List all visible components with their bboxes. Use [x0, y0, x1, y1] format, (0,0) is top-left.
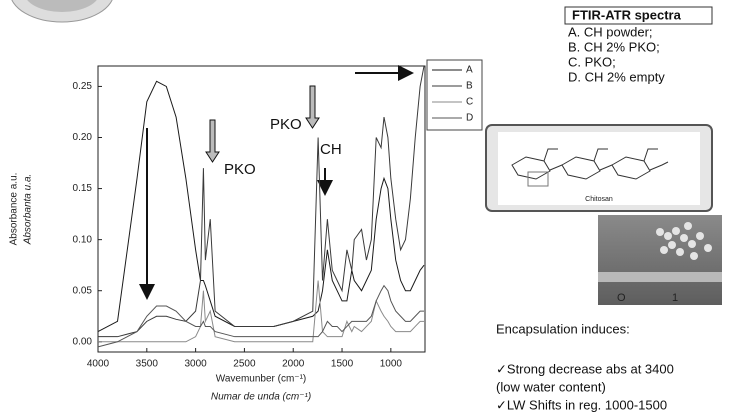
legend-label: C: [466, 97, 473, 108]
x-axis-title: Wavemunber (cm⁻¹): [216, 374, 306, 385]
panel-item: C. PKO;: [568, 54, 616, 69]
encapsulation-heading: Encapsulation induces:: [496, 321, 630, 336]
y-tick-label: 0.25: [73, 81, 93, 92]
panel-item: A. CH powder;: [568, 24, 653, 39]
panel-title: FTIR-ATR spectra: [572, 7, 682, 22]
annotation: PKO: [270, 116, 302, 133]
plot-frame: [97, 65, 426, 353]
x-tick-label: 4000: [87, 359, 110, 370]
photo: O 1: [598, 215, 722, 305]
photo-label: 1: [672, 292, 678, 304]
spectrum-line: [97, 80, 425, 333]
legend-label: B: [466, 81, 473, 92]
panel-title-box: [564, 6, 713, 25]
annotation: CH: [320, 141, 342, 158]
x-tick-label: 2000: [282, 359, 305, 370]
annotation: PKO: [224, 161, 256, 178]
y-tick-label: 0.15: [73, 183, 93, 194]
y-tick-label: 0.10: [73, 234, 93, 245]
spectrum-line: [97, 284, 425, 348]
spectrum-line: [98, 280, 425, 343]
x-axis-title-alt: Numar de unda (cm⁻¹): [211, 392, 311, 403]
panel-item: B. CH 2% PKO;: [568, 39, 660, 54]
encapsulation-point: ✓Strong decrease abs at 3400: [496, 361, 674, 376]
structure-label: Chitosan: [585, 196, 613, 203]
logo: [11, 0, 113, 23]
panel-item: D. CH 2% empty: [568, 69, 665, 84]
x-tick-label: 3000: [184, 359, 207, 370]
y-tick-label: 0.05: [73, 285, 93, 296]
y-axis-title: Absorbance a.u.: [9, 173, 20, 246]
encapsulation-point: ✓LW Shifts in reg. 1000-1500: [496, 397, 667, 412]
y-tick-label: 0.00: [73, 336, 93, 347]
photo-label: O: [617, 292, 626, 304]
arrows: [139, 65, 414, 300]
x-tick-label: 3500: [136, 359, 159, 370]
x-tick-label: 2500: [233, 359, 256, 370]
y-axis-title-alt: Absorbanta u.a.: [23, 174, 34, 246]
encapsulation-point: (low water content): [496, 379, 606, 394]
x-tick-label: 1000: [380, 359, 403, 370]
legend-label: D: [466, 113, 473, 124]
chitosan-structure: Chitosan: [485, 124, 713, 212]
x-tick-label: 1500: [331, 359, 354, 370]
legend-label: A: [466, 65, 473, 76]
y-tick-label: 0.20: [73, 132, 93, 143]
